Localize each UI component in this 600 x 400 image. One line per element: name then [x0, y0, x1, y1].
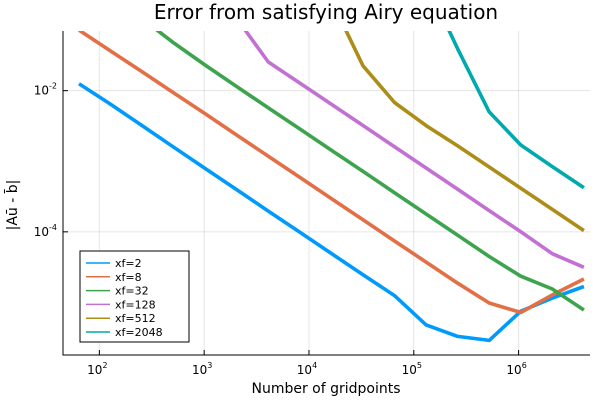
y-tick-exponent: -2 — [49, 82, 57, 91]
x-tick-exponent: 3 — [207, 361, 212, 370]
y-tick-label: 10-4 — [34, 223, 57, 239]
series-line-xf-128 — [243, 31, 585, 269]
legend-label: xf=32 — [115, 285, 149, 298]
x-tick-label: 104 — [297, 361, 317, 377]
legend-label: xf=512 — [115, 312, 156, 325]
x-tick-base: 10 — [87, 363, 102, 377]
legend-label: xf=2 — [115, 257, 142, 270]
x-tick-base: 10 — [402, 363, 417, 377]
series-group — [78, 31, 585, 343]
series-line-xf-2048 — [447, 31, 585, 190]
legend-label: xf=8 — [115, 271, 142, 284]
chart-title: Error from satisfying Airy equation — [154, 0, 498, 24]
y-axis-label: |Aū - b̄| — [3, 180, 21, 231]
x-tick-label: 103 — [192, 361, 212, 377]
legend-box — [79, 250, 190, 343]
x-tick-exponent: 5 — [417, 361, 422, 370]
x-tick-label: 102 — [87, 361, 107, 377]
series-line-xf-32 — [155, 31, 585, 312]
series-line-xf-512 — [344, 31, 585, 233]
legend-label: xf=128 — [115, 298, 156, 311]
series-line-xf-8 — [78, 31, 585, 315]
x-tick-exponent: 2 — [102, 361, 107, 370]
x-tick-exponent: 6 — [522, 361, 527, 370]
grid-lines — [63, 31, 590, 355]
x-tick-base: 10 — [506, 363, 521, 377]
x-tick-base: 10 — [192, 363, 207, 377]
plot-frame-left-bottom — [62, 31, 590, 356]
x-axis-label: Number of gridpoints — [251, 381, 400, 397]
x-tick-exponent: 4 — [312, 361, 317, 370]
legend-label: xf=2048 — [115, 326, 163, 339]
x-tick-base: 10 — [297, 363, 312, 377]
y-tick-label: 10-2 — [34, 82, 57, 98]
x-tick-label: 105 — [402, 361, 422, 377]
series-line-xf-2 — [78, 82, 585, 343]
x-tick-label: 106 — [506, 361, 526, 377]
y-tick-exponent: -4 — [49, 223, 57, 232]
y-tick-base: 10 — [34, 84, 49, 98]
y-tick-base: 10 — [34, 225, 49, 239]
